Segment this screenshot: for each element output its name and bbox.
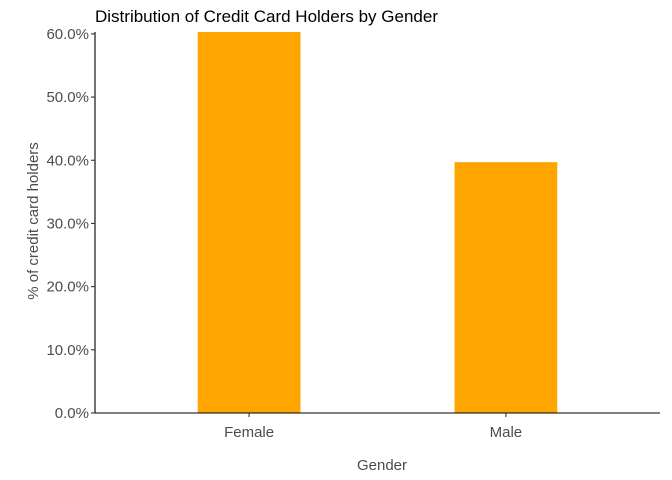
y-tick-label: 40.0%	[46, 152, 89, 169]
y-axis-title: % of credit card holders	[25, 142, 42, 300]
y-tick-label: 60.0%	[46, 26, 89, 43]
bar-male	[454, 162, 558, 413]
bars-group	[197, 32, 558, 413]
x-tick-label: Male	[490, 424, 523, 441]
y-tick-label: 30.0%	[46, 215, 89, 232]
chart-title: Distribution of Credit Card Holders by G…	[95, 7, 438, 26]
y-tick-label: 0.0%	[55, 405, 89, 422]
y-tick-label: 20.0%	[46, 279, 89, 296]
x-tick-label: Female	[224, 424, 274, 441]
bar-female	[197, 32, 301, 413]
x-axis-title: Gender	[357, 457, 407, 474]
y-tick-label: 50.0%	[46, 89, 89, 106]
x-ticks-group: Female Male	[224, 413, 522, 441]
y-tick-label: 10.0%	[46, 342, 89, 359]
y-ticks-group: 0.0% 10.0% 20.0% 30.0% 40.0% 50.0% 60.0%	[46, 26, 95, 422]
